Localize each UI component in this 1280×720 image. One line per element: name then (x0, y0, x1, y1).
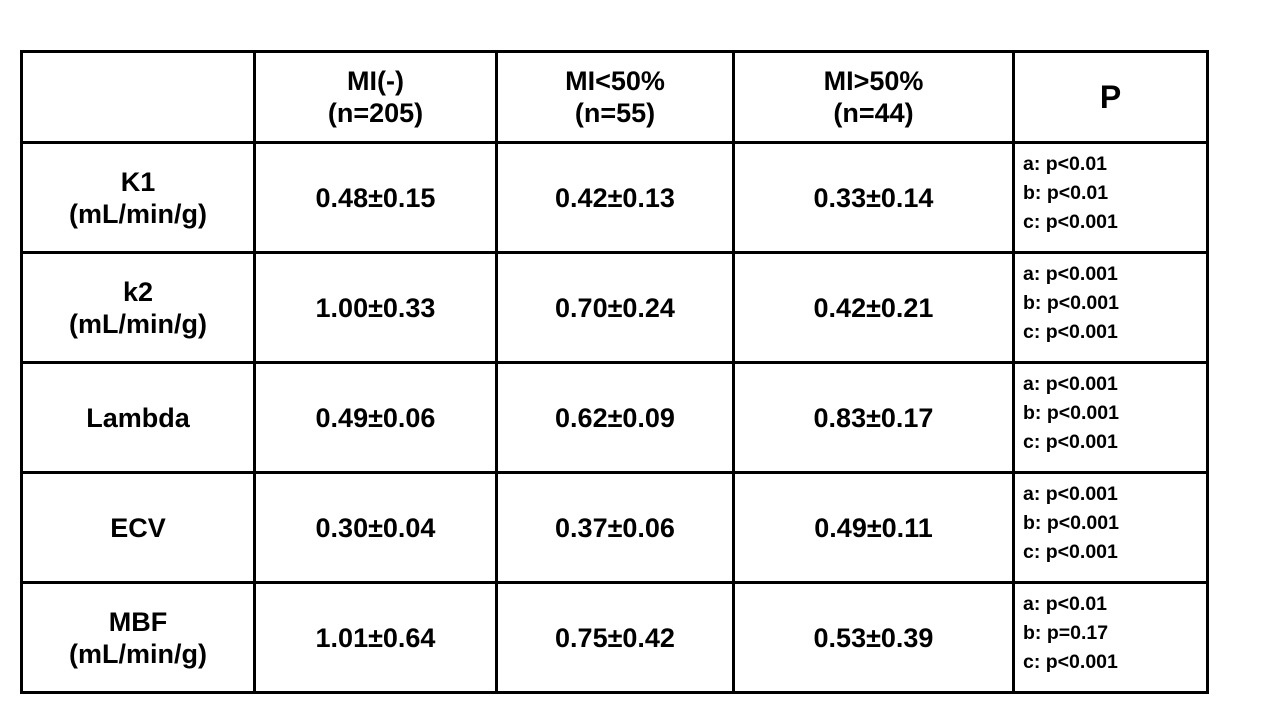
p-value: b: p=0.17 (1023, 622, 1109, 644)
p-value: b: p<0.001 (1023, 512, 1119, 534)
row-label-name: ECV (110, 512, 166, 543)
row-label-unit: (mL/min/g) (69, 308, 207, 339)
value-cell: 0.49±0.11 (732, 471, 1015, 584)
p-value: a: p<0.001 (1023, 483, 1118, 505)
p-value: a: p<0.01 (1023, 593, 1108, 615)
column-header-n: (n=44) (833, 98, 914, 128)
p-value: a: p<0.001 (1023, 263, 1118, 285)
column-header-n: (n=55) (574, 98, 656, 128)
results-table: MI(-) (n=205) MI<50% (n=55) MI>50% (n=44) P… (20, 50, 1209, 694)
row-label-name: k2 (122, 276, 154, 307)
table-row: Lambda 0.49±0.06 0.62±0.09 0.83±0.17 a: p<0.… (20, 361, 1209, 474)
row-label-name: Lambda (86, 402, 190, 433)
p-value: c: p<0.001 (1023, 321, 1118, 343)
table-row: k2 (mL/min/g) 1.00±0.33 0.70±0.24 0.42±0.21 a… (20, 251, 1209, 364)
p-value: a: p<0.01 (1023, 153, 1108, 175)
column-header-n: (n=205) (327, 98, 424, 128)
p-value: b: p<0.01 (1023, 182, 1109, 204)
row-label-name: K1 (120, 166, 156, 197)
column-header-title: MI(-) (347, 66, 404, 96)
value-cell: 0.53±0.39 (732, 581, 1015, 694)
p-value: c: p<0.001 (1023, 541, 1118, 563)
p-value: b: p<0.001 (1023, 402, 1119, 424)
p-value-cell: a: p<0.001 b: p<0.001 c: p<0.001 (1012, 251, 1209, 364)
value-cell: 1.00±0.33 (253, 251, 498, 364)
table-row: MBF (mL/min/g) 1.01±0.64 0.75±0.42 0.53±0.39… (20, 581, 1209, 694)
row-label-unit: (mL/min/g) (69, 198, 207, 229)
p-value-cell: a: p<0.001 b: p<0.001 c: p<0.001 (1012, 361, 1209, 474)
header-row: MI(-) (n=205) MI<50% (n=55) MI>50% (n=44) P (20, 50, 1209, 144)
p-value: b: p<0.001 (1023, 292, 1119, 314)
p-value: c: p<0.001 (1023, 431, 1118, 453)
value-cell: 0.30±0.04 (253, 471, 498, 584)
p-value: a: p<0.001 (1023, 373, 1118, 395)
value-cell: 0.49±0.06 (253, 361, 498, 474)
column-header-p: P (1012, 50, 1209, 144)
value-cell: 0.62±0.09 (495, 361, 735, 474)
p-value: c: p<0.001 (1023, 211, 1118, 233)
column-header-mi-gt50: MI>50% (n=44) (732, 50, 1015, 144)
table-row: ECV 0.30±0.04 0.37±0.06 0.49±0.11 a: p<0.001… (20, 471, 1209, 584)
row-label: K1 (mL/min/g) (20, 141, 256, 254)
value-cell: 0.83±0.17 (732, 361, 1015, 474)
value-cell: 0.37±0.06 (495, 471, 735, 584)
row-label: k2 (mL/min/g) (20, 251, 256, 364)
row-label: MBF (mL/min/g) (20, 581, 256, 694)
column-header-mi-lt50: MI<50% (n=55) (495, 50, 735, 144)
value-cell: 0.42±0.13 (495, 141, 735, 254)
value-cell: 0.48±0.15 (253, 141, 498, 254)
p-value-cell: a: p<0.001 b: p<0.001 c: p<0.001 (1012, 471, 1209, 584)
table-row: K1 (mL/min/g) 0.48±0.15 0.42±0.13 0.33±0.14 a… (20, 141, 1209, 254)
value-cell: 0.33±0.14 (732, 141, 1015, 254)
p-value-cell: a: p<0.01 b: p=0.17 c: p<0.001 (1012, 581, 1209, 694)
column-header-title: MI>50% (823, 66, 924, 96)
row-label-unit: (mL/min/g) (69, 638, 207, 669)
corner-cell (20, 50, 256, 144)
value-cell: 1.01±0.64 (253, 581, 498, 694)
value-cell: 0.70±0.24 (495, 251, 735, 364)
p-value-cell: a: p<0.01 b: p<0.01 c: p<0.001 (1012, 141, 1209, 254)
value-cell: 0.42±0.21 (732, 251, 1015, 364)
column-header-mi-none: MI(-) (n=205) (253, 50, 498, 144)
column-header-title: MI<50% (565, 66, 665, 96)
value-cell: 0.75±0.42 (495, 581, 735, 694)
row-label-name: MBF (108, 606, 168, 637)
p-value: c: p<0.001 (1023, 651, 1118, 673)
row-label: ECV (20, 471, 256, 584)
row-label: Lambda (20, 361, 256, 474)
